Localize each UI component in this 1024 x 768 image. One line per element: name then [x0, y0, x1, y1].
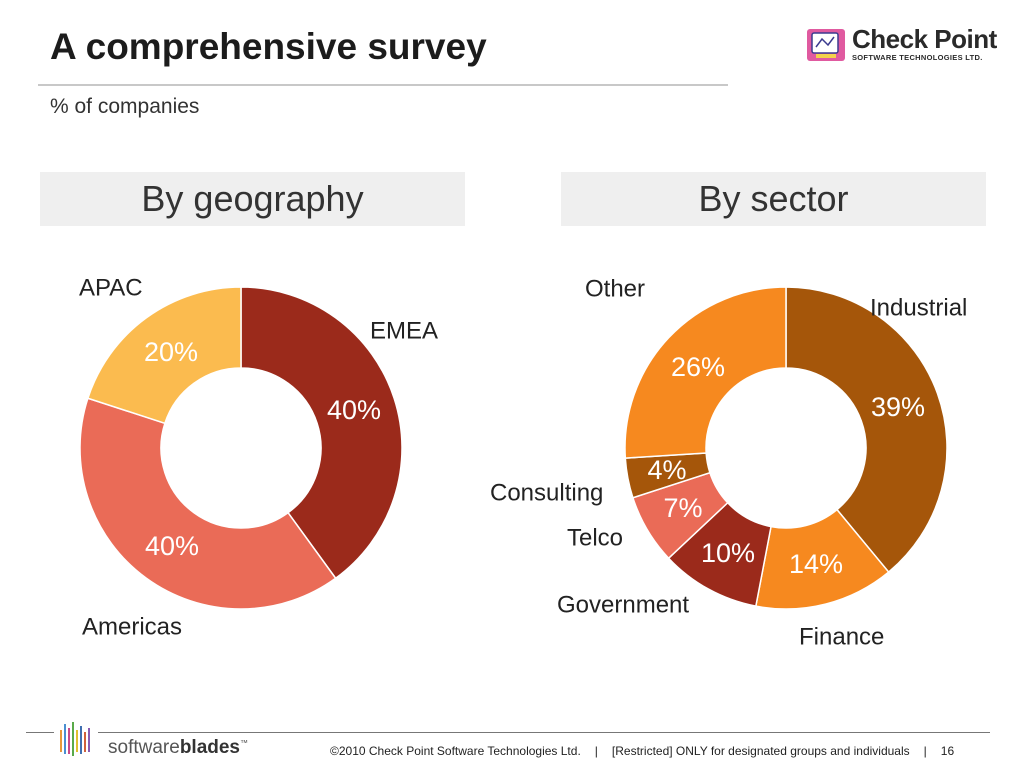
- value-label-government: 10%: [701, 538, 755, 568]
- slide-title: A comprehensive survey: [50, 26, 487, 67]
- footer-separator: |: [594, 744, 598, 758]
- title-divider: [38, 84, 728, 86]
- sector-donut-chart: 39% Industrial 14% Finance 10% Government 7% Te…: [490, 275, 967, 650]
- category-label-consulting: Consulting: [490, 479, 603, 506]
- category-label-industrial: Industrial: [870, 294, 967, 321]
- category-label-finance: Finance: [799, 623, 884, 650]
- value-label-apac: 20%: [144, 337, 198, 367]
- category-label-other: Other: [585, 275, 645, 302]
- value-label-consulting: 4%: [647, 455, 686, 485]
- geography-chart-title: By geography: [40, 172, 465, 226]
- slice-apac: [86, 286, 242, 425]
- slice-other: [624, 286, 787, 459]
- value-label-industrial: 39%: [871, 392, 925, 422]
- footer-divider-right: [98, 732, 990, 733]
- softwareblades-tm: ™: [240, 738, 249, 748]
- page-number: 16: [940, 744, 955, 758]
- logo-tagline: SOFTWARE TECHNOLOGIES LTD.: [852, 53, 983, 62]
- value-label-telco: 7%: [663, 493, 702, 523]
- value-label-finance: 14%: [789, 549, 843, 579]
- softwareblades-wordmark-bold: blades: [179, 737, 241, 758]
- geography-donut-chart: 40% EMEA 40% Americas 20% APAC: [79, 274, 438, 640]
- softwareblades-bars-icon: [60, 722, 90, 756]
- category-label-emea: EMEA: [370, 317, 438, 344]
- category-label-government: Government: [557, 591, 689, 618]
- softwareblades-wordmark: softwareblades™: [108, 737, 248, 759]
- checkpoint-logo: Check Point SOFTWARE TECHNOLOGIES LTD.: [806, 24, 1006, 67]
- slice-americas: [79, 397, 337, 610]
- footer-divider-left: [26, 732, 54, 733]
- logo-brand: Check Point: [852, 24, 997, 54]
- footer-text: ©2010 Check Point Software Technologies …: [330, 744, 954, 758]
- category-label-apac: APAC: [79, 274, 143, 301]
- footer-classification: [Restricted] ONLY for designated groups …: [611, 744, 910, 758]
- category-label-telco: Telco: [567, 524, 623, 551]
- softwareblades-logo: softwareblades™: [58, 720, 248, 762]
- softwareblades-wordmark-light: software: [108, 737, 180, 758]
- footer-separator: |: [923, 744, 927, 758]
- category-label-americas: Americas: [82, 613, 182, 640]
- sector-chart-title: By sector: [561, 172, 986, 226]
- value-label-other: 26%: [671, 352, 725, 382]
- value-label-americas: 40%: [145, 531, 199, 561]
- footer-copyright: ©2010 Check Point Software Technologies …: [330, 744, 581, 758]
- value-label-emea: 40%: [327, 395, 381, 425]
- slice-industrial: [785, 286, 948, 574]
- slide-subtitle: % of companies: [50, 95, 200, 118]
- slice-emea: [240, 286, 403, 580]
- checkpoint-logo-icon: [807, 29, 845, 61]
